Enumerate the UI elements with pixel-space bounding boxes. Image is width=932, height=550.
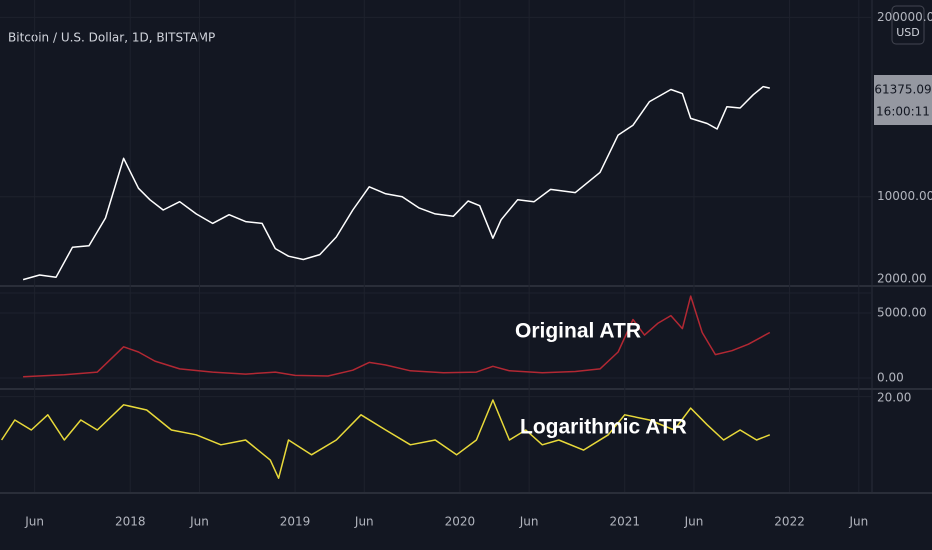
- y-tick-label: 10000.00: [877, 189, 932, 203]
- y-tick-label: 20.00: [877, 391, 911, 405]
- plot-layer: Jun 2018 Jun 2019 Jun 2020 Jun 2021 Jun 2022 Jun 20…: [0, 0, 932, 529]
- last-price: 61375.09: [874, 83, 931, 97]
- data-line: [22, 85, 770, 281]
- annotation: Original ATR: [515, 320, 641, 343]
- y-tick-label: 2000.00: [877, 272, 927, 286]
- currency-label[interactable]: USD: [896, 26, 920, 39]
- data-line: [0, 399, 771, 479]
- x-tick-label: Jun: [684, 515, 704, 529]
- x-tick-label: Jun: [24, 515, 44, 529]
- y-tick-label: 0.00: [877, 370, 904, 384]
- price-label-box: [874, 75, 932, 125]
- x-tick-label: 2019: [280, 515, 311, 529]
- x-tick-label: 2018: [115, 515, 146, 529]
- x-tick-label: 2021: [609, 515, 640, 529]
- x-tick-label: 2020: [445, 515, 476, 529]
- data-line: [23, 295, 771, 378]
- x-tick-label: 2022: [774, 515, 805, 529]
- y-tick-label: 200000.00: [877, 10, 932, 24]
- annotation: Logarithmic ATR: [520, 416, 687, 439]
- x-tick-label: Jun: [848, 515, 868, 529]
- chart-title: Bitcoin / U.S. Dollar, 1D, BITSTAMP: [8, 31, 215, 45]
- x-tick-label: Jun: [519, 515, 539, 529]
- y-tick-label: 5000.00: [877, 306, 927, 320]
- x-tick-label: Jun: [354, 515, 374, 529]
- x-tick-label: Jun: [189, 515, 209, 529]
- countdown: 16:00:11: [876, 105, 930, 119]
- currency-button[interactable]: [891, 5, 925, 45]
